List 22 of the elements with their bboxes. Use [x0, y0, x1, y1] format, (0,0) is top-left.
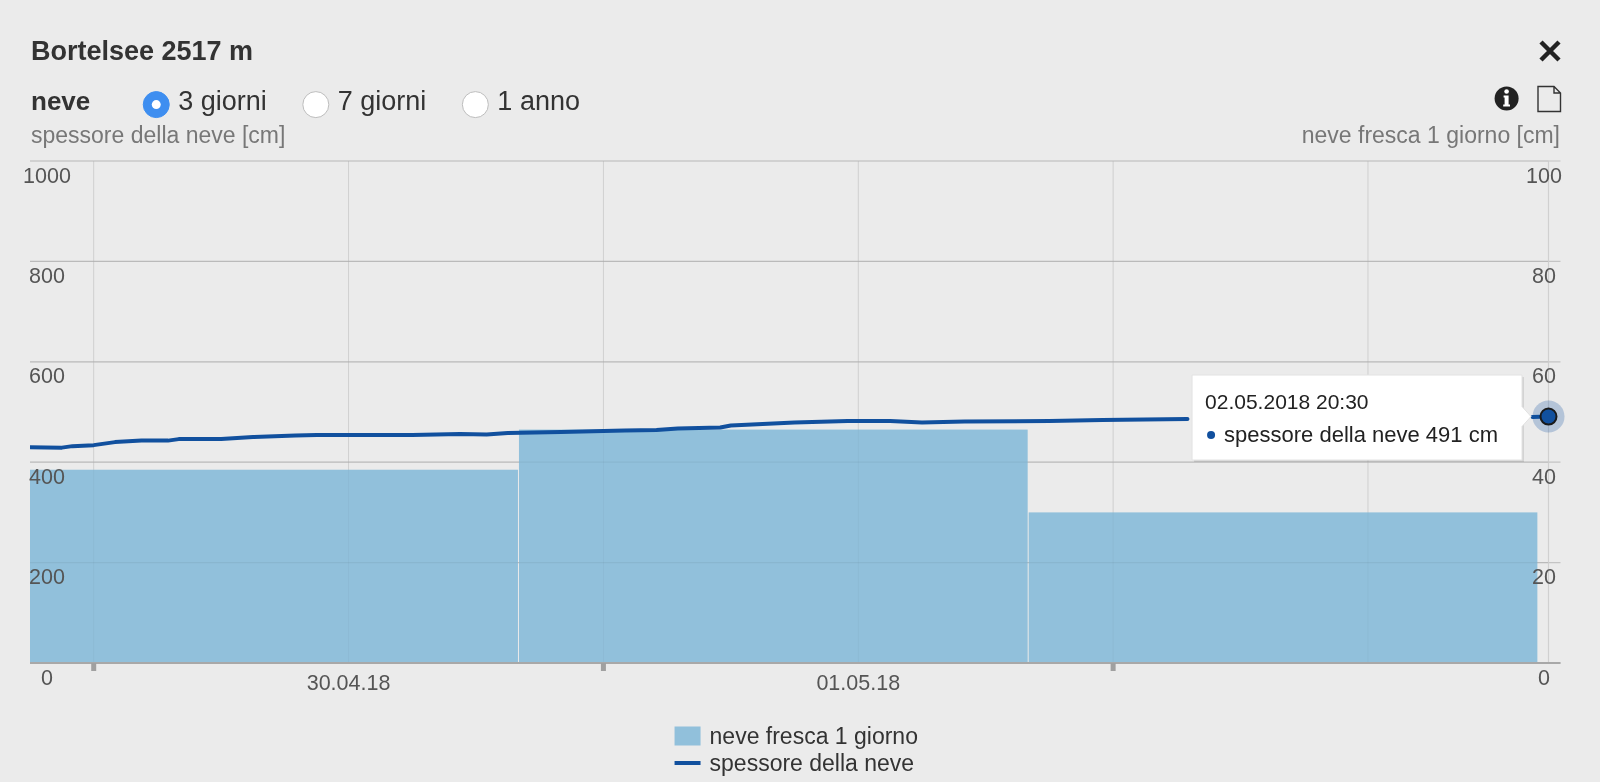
y-tick-label: 0: [41, 665, 54, 690]
text: 3 giorni: [178, 86, 267, 116]
y2-axis-title: neve fresca 1 giorno [cm]: [1301, 122, 1560, 148]
y2-tick-label: 40: [1532, 464, 1556, 489]
text: 1 anno: [497, 86, 580, 116]
y-tick-label: 1000: [23, 163, 71, 188]
y2-tick-label: 100: [1526, 163, 1562, 188]
y-tick-label: 800: [29, 263, 65, 288]
y2-tick-label: 60: [1532, 364, 1556, 389]
text: 7 giorni: [337, 86, 427, 116]
annotation: 02.05.2018 20:30 spessore della neve 491 cm: [1205, 390, 1498, 448]
y2-tick-label: 80: [1532, 263, 1556, 288]
chart-title: Bortelsee 2517 m: [31, 36, 254, 66]
y-tick-label: 600: [29, 364, 65, 389]
chart-subtitle: neve: [31, 86, 91, 116]
y-axis-title: spessore della neve [cm]: [31, 122, 286, 148]
legend-label: neve fresca 1 giorno: [709, 722, 918, 749]
x-tick-label: 30.04.18: [306, 671, 391, 695]
legend-label: spessore della neve: [709, 749, 915, 776]
x-tick-label: 01.05.18: [816, 671, 901, 695]
y-tick-label: 200: [29, 565, 65, 590]
y2-tick-label: 0: [1538, 665, 1551, 690]
